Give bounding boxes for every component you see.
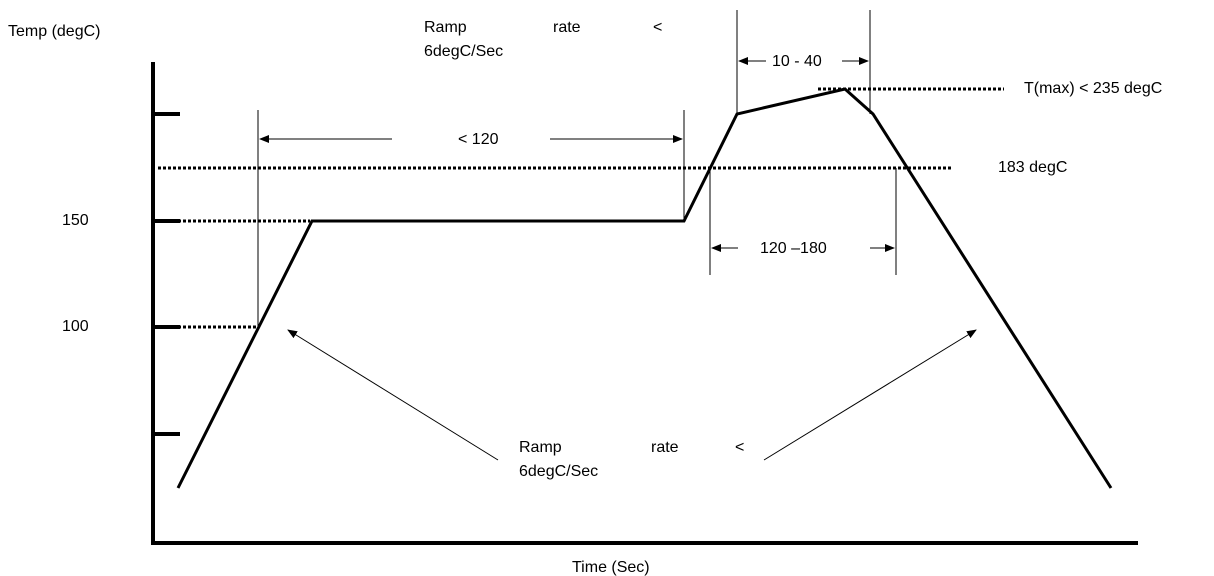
top-ramp-rate-value: 6degC/Sec <box>424 43 503 60</box>
top-ramp-word-lt: < <box>653 19 662 36</box>
bottom-ramp-word-ramp: Ramp <box>519 439 562 456</box>
bottom-ramp-rate-value: 6degC/Sec <box>519 463 598 480</box>
bottom-ramp-word-rate: rate <box>651 439 679 456</box>
top-ramp-word-ramp: Ramp <box>424 19 467 36</box>
ramp-down-pointer-arrow <box>763 329 977 461</box>
x-axis-title: Time (Sec) <box>572 559 650 576</box>
tick-label-150: 150 <box>62 212 89 229</box>
bottom-ramp-word-lt: < <box>735 439 744 456</box>
tmax-label: T(max) < 235 degC <box>1024 80 1162 97</box>
peak-duration-label: 10 - 40 <box>772 53 822 70</box>
tick-label-100: 100 <box>62 318 89 335</box>
above-liquidus-duration-label: 120 –180 <box>760 240 827 257</box>
temperature-profile-curve <box>176 87 1113 489</box>
liquidus-label: 183 degC <box>998 159 1067 176</box>
ramp-up-pointer-arrow <box>287 329 499 461</box>
top-ramp-word-rate: rate <box>553 19 581 36</box>
soak-duration-label: < 120 <box>458 131 499 148</box>
y-axis-title: Temp (degC) <box>8 23 100 40</box>
